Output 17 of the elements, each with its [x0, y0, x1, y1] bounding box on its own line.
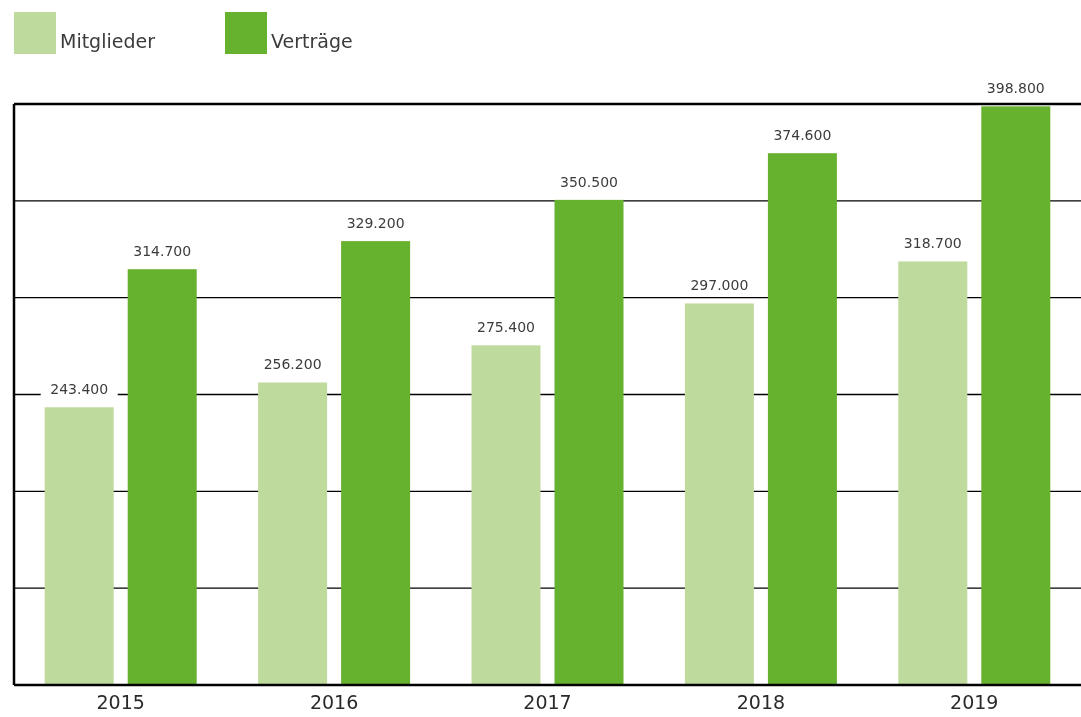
data-label: 350.500 — [560, 173, 618, 190]
data-label: 329.200 — [346, 215, 405, 232]
data-label: 318.700 — [903, 235, 962, 252]
data-label: 314.700 — [133, 243, 192, 260]
data-label: 243.400 — [50, 381, 109, 398]
legend-label: Mitglieder — [60, 30, 156, 52]
x-tick-label: 2016 — [309, 691, 359, 713]
x-tick-label: 2018 — [736, 691, 786, 713]
data-label: 374.600 — [773, 127, 832, 144]
data-label: 398.800 — [986, 80, 1045, 97]
x-tick-label: 2015 — [96, 691, 145, 713]
x-tick-label: 2019 — [950, 691, 999, 713]
legend-label: Verträge — [271, 30, 353, 52]
x-tick-label: 2017 — [523, 691, 572, 713]
data-label: 275.400 — [477, 319, 535, 336]
data-label: 297.000 — [690, 277, 749, 294]
data-label: 256.200 — [263, 356, 322, 373]
